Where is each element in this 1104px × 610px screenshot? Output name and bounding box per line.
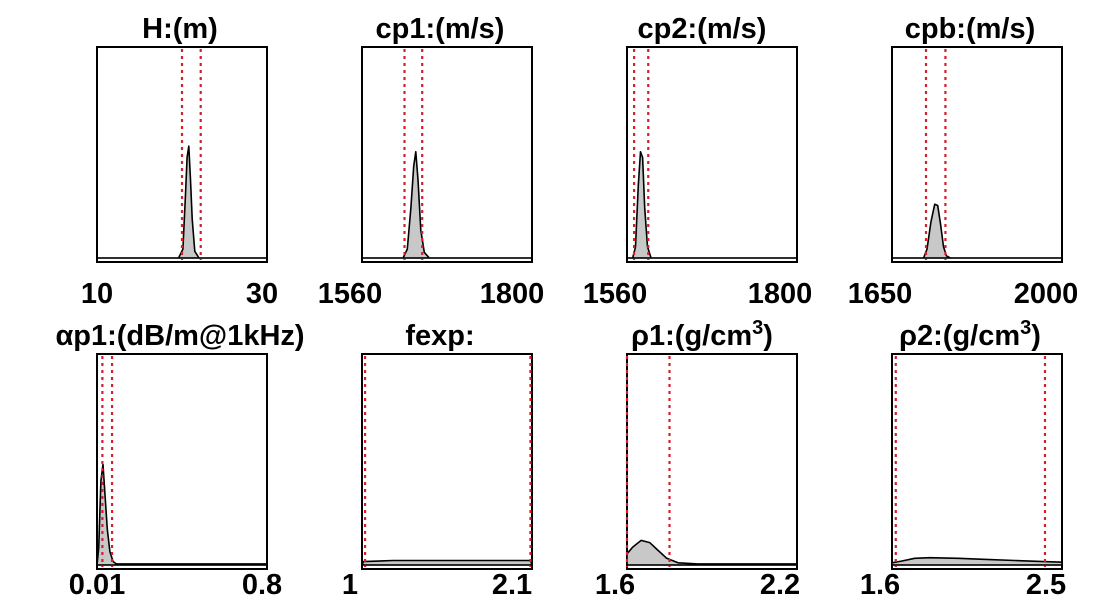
plot-frame	[891, 46, 1063, 263]
tick-label-min: 1650	[848, 278, 913, 310]
plot-frame	[626, 46, 798, 263]
tick-label-max: 30	[246, 278, 278, 310]
panel-title: fexp:	[405, 320, 474, 352]
panel-7: ρ1:(g/cm3) 1.6 2.2	[595, 317, 800, 601]
panel-4: cpb:(m/s) 1650 2000	[848, 13, 1079, 310]
panel-6: fexp: 1 2.1	[342, 320, 533, 601]
tick-label-max: 1800	[748, 278, 813, 310]
tick-label-max: 2.2	[760, 569, 800, 601]
panel-title: ρ1:(g/cm3)	[631, 317, 773, 352]
tick-label-min: 1	[342, 569, 358, 601]
panel-1: H:(m) 10 30	[81, 13, 278, 310]
panel-2: cp1:(m/s) 1560 1800	[318, 13, 545, 310]
plot-frame	[361, 353, 533, 570]
tick-label-min: 0.01	[69, 569, 125, 601]
panel-3: cp2:(m/s) 1560 1800	[583, 13, 813, 310]
plot-frame	[626, 353, 798, 570]
tick-label-max: 2000	[1014, 278, 1079, 310]
tick-label-max: 2.1	[492, 569, 532, 601]
plot-frame	[361, 46, 533, 263]
panel-title: cp2:(m/s)	[638, 13, 767, 45]
tick-label-min: 1560	[583, 278, 648, 310]
panel-title: cp1:(m/s)	[376, 13, 505, 45]
density-area	[891, 556, 1063, 566]
tick-label-max: 1800	[480, 278, 545, 310]
panel-5: αp1:(dB/m@1kHz) 0.01 0.8	[55, 320, 304, 601]
panel-title: H:(m)	[142, 13, 218, 45]
density-area	[626, 539, 798, 566]
plot-frame	[96, 353, 268, 570]
panel-title: cpb:(m/s)	[905, 13, 1036, 45]
plot-frame	[891, 353, 1063, 570]
density-area	[96, 463, 268, 566]
tick-label-min: 1.6	[595, 569, 635, 601]
panel-title: ρ2:(g/cm3)	[899, 317, 1041, 352]
tick-label-min: 10	[81, 278, 113, 310]
panel-8: ρ2:(g/cm3) 1.6 2.5	[860, 317, 1066, 601]
tick-label-max: 0.8	[242, 569, 282, 601]
density-area	[361, 559, 533, 566]
tick-label-min: 1.6	[860, 569, 900, 601]
tick-label-max: 2.5	[1026, 569, 1066, 601]
panel-title: αp1:(dB/m@1kHz)	[55, 320, 304, 352]
tick-label-min: 1560	[318, 278, 383, 310]
